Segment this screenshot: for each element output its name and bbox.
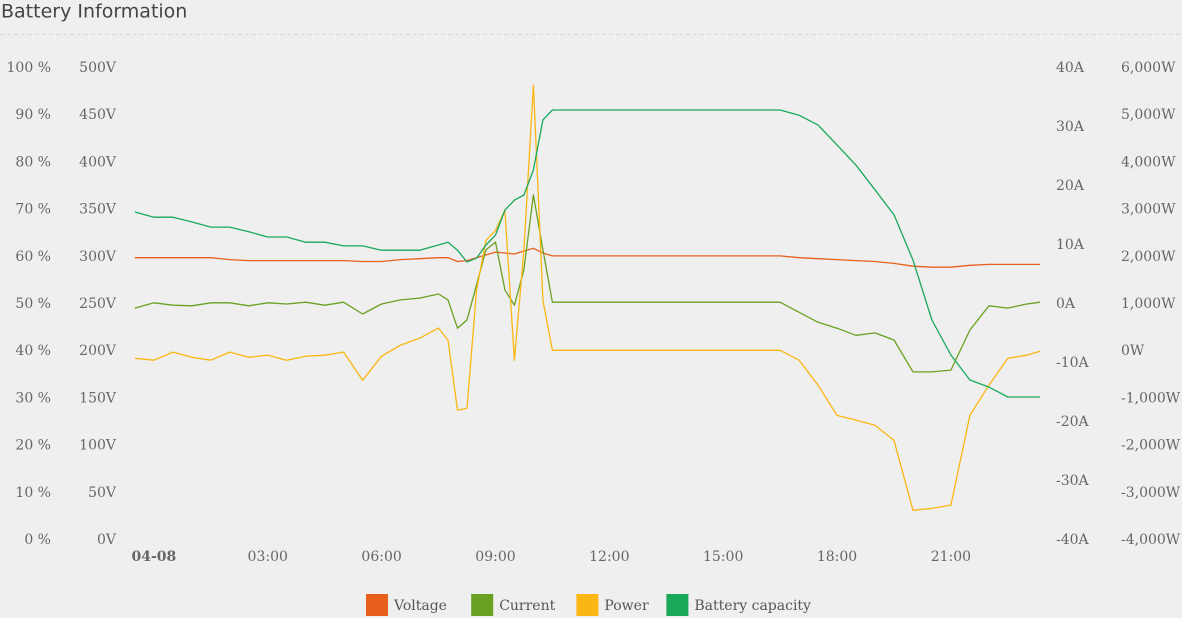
y-tick-label: -10A <box>1056 355 1090 371</box>
y-tick-label: -3,000W <box>1121 485 1181 501</box>
y-tick-label: -1,000W <box>1121 390 1181 406</box>
x-tick-label: 18:00 <box>817 549 857 565</box>
x-tick-label: 06:00 <box>361 549 401 565</box>
y-tick-label: 400V <box>79 154 117 170</box>
y-tick-label: 0W <box>1121 343 1145 359</box>
y-tick-label: 450V <box>79 107 117 123</box>
y-tick-label: 10 % <box>15 485 51 501</box>
y-tick-label: -20A <box>1056 414 1090 430</box>
y-tick-label: 0 % <box>24 532 51 548</box>
y-tick-label: 90 % <box>15 107 51 123</box>
y-tick-label: 50 % <box>15 296 51 312</box>
y-tick-label: 20A <box>1056 178 1085 194</box>
y-tick-label: 2,000W <box>1121 249 1176 265</box>
y-tick-label: 500V <box>79 60 117 76</box>
y-tick-label: 70 % <box>15 202 51 218</box>
legend-label: Power <box>604 598 649 614</box>
y-tick-label: 250V <box>79 296 117 312</box>
y-tick-label: 80 % <box>15 154 51 170</box>
y-tick-label: -2,000W <box>1121 438 1181 454</box>
legend-swatch <box>471 594 494 616</box>
y-tick-label: 50V <box>88 485 117 501</box>
y-tick-label: 40A <box>1056 60 1085 76</box>
series-line <box>134 84 1041 511</box>
y-tick-label: 20 % <box>15 438 51 454</box>
y-tick-label: 1,000W <box>1121 296 1176 312</box>
y-tick-label: 30 % <box>15 390 51 406</box>
legend-swatch <box>576 594 599 616</box>
chart-title: Battery Information <box>1 1 187 23</box>
y-tick-label: 10A <box>1056 237 1085 253</box>
x-tick-label: 03:00 <box>248 549 288 565</box>
y-tick-label: -40A <box>1056 532 1090 548</box>
y-tick-label: 0V <box>97 532 117 548</box>
y-tick-label: -4,000W <box>1121 532 1181 548</box>
y-tick-label: 3,000W <box>1121 202 1176 218</box>
y-tick-label: 60 % <box>15 249 51 265</box>
legend-label: Current <box>499 598 555 614</box>
y-tick-label: 300V <box>79 249 117 265</box>
x-tick-label: 04-08 <box>131 549 176 565</box>
y-tick-label: -30A <box>1056 473 1090 489</box>
y-tick-label: 40 % <box>15 343 51 359</box>
x-tick-label: 09:00 <box>475 549 515 565</box>
y-tick-label: 5,000W <box>1121 107 1176 123</box>
legend-label: Battery capacity <box>694 598 811 614</box>
series-line <box>134 194 1041 373</box>
series-line <box>134 109 1041 398</box>
y-tick-label: 4,000W <box>1121 154 1176 170</box>
legend-label: Voltage <box>393 598 447 614</box>
x-tick-label: 21:00 <box>931 549 971 565</box>
x-tick-label: 15:00 <box>703 549 743 565</box>
y-tick-label: 30A <box>1056 119 1085 135</box>
series-line <box>134 247 1041 268</box>
y-tick-label: 6,000W <box>1121 60 1176 76</box>
legend-swatch <box>666 594 689 616</box>
y-tick-label: 150V <box>79 390 117 406</box>
y-tick-label: 350V <box>79 202 117 218</box>
x-tick-label: 12:00 <box>589 549 629 565</box>
legend-swatch <box>366 594 388 616</box>
y-tick-label: 200V <box>79 343 117 359</box>
y-tick-label: 100V <box>79 438 117 454</box>
y-tick-label: 100 % <box>7 60 51 76</box>
y-tick-label: 0A <box>1056 296 1076 312</box>
